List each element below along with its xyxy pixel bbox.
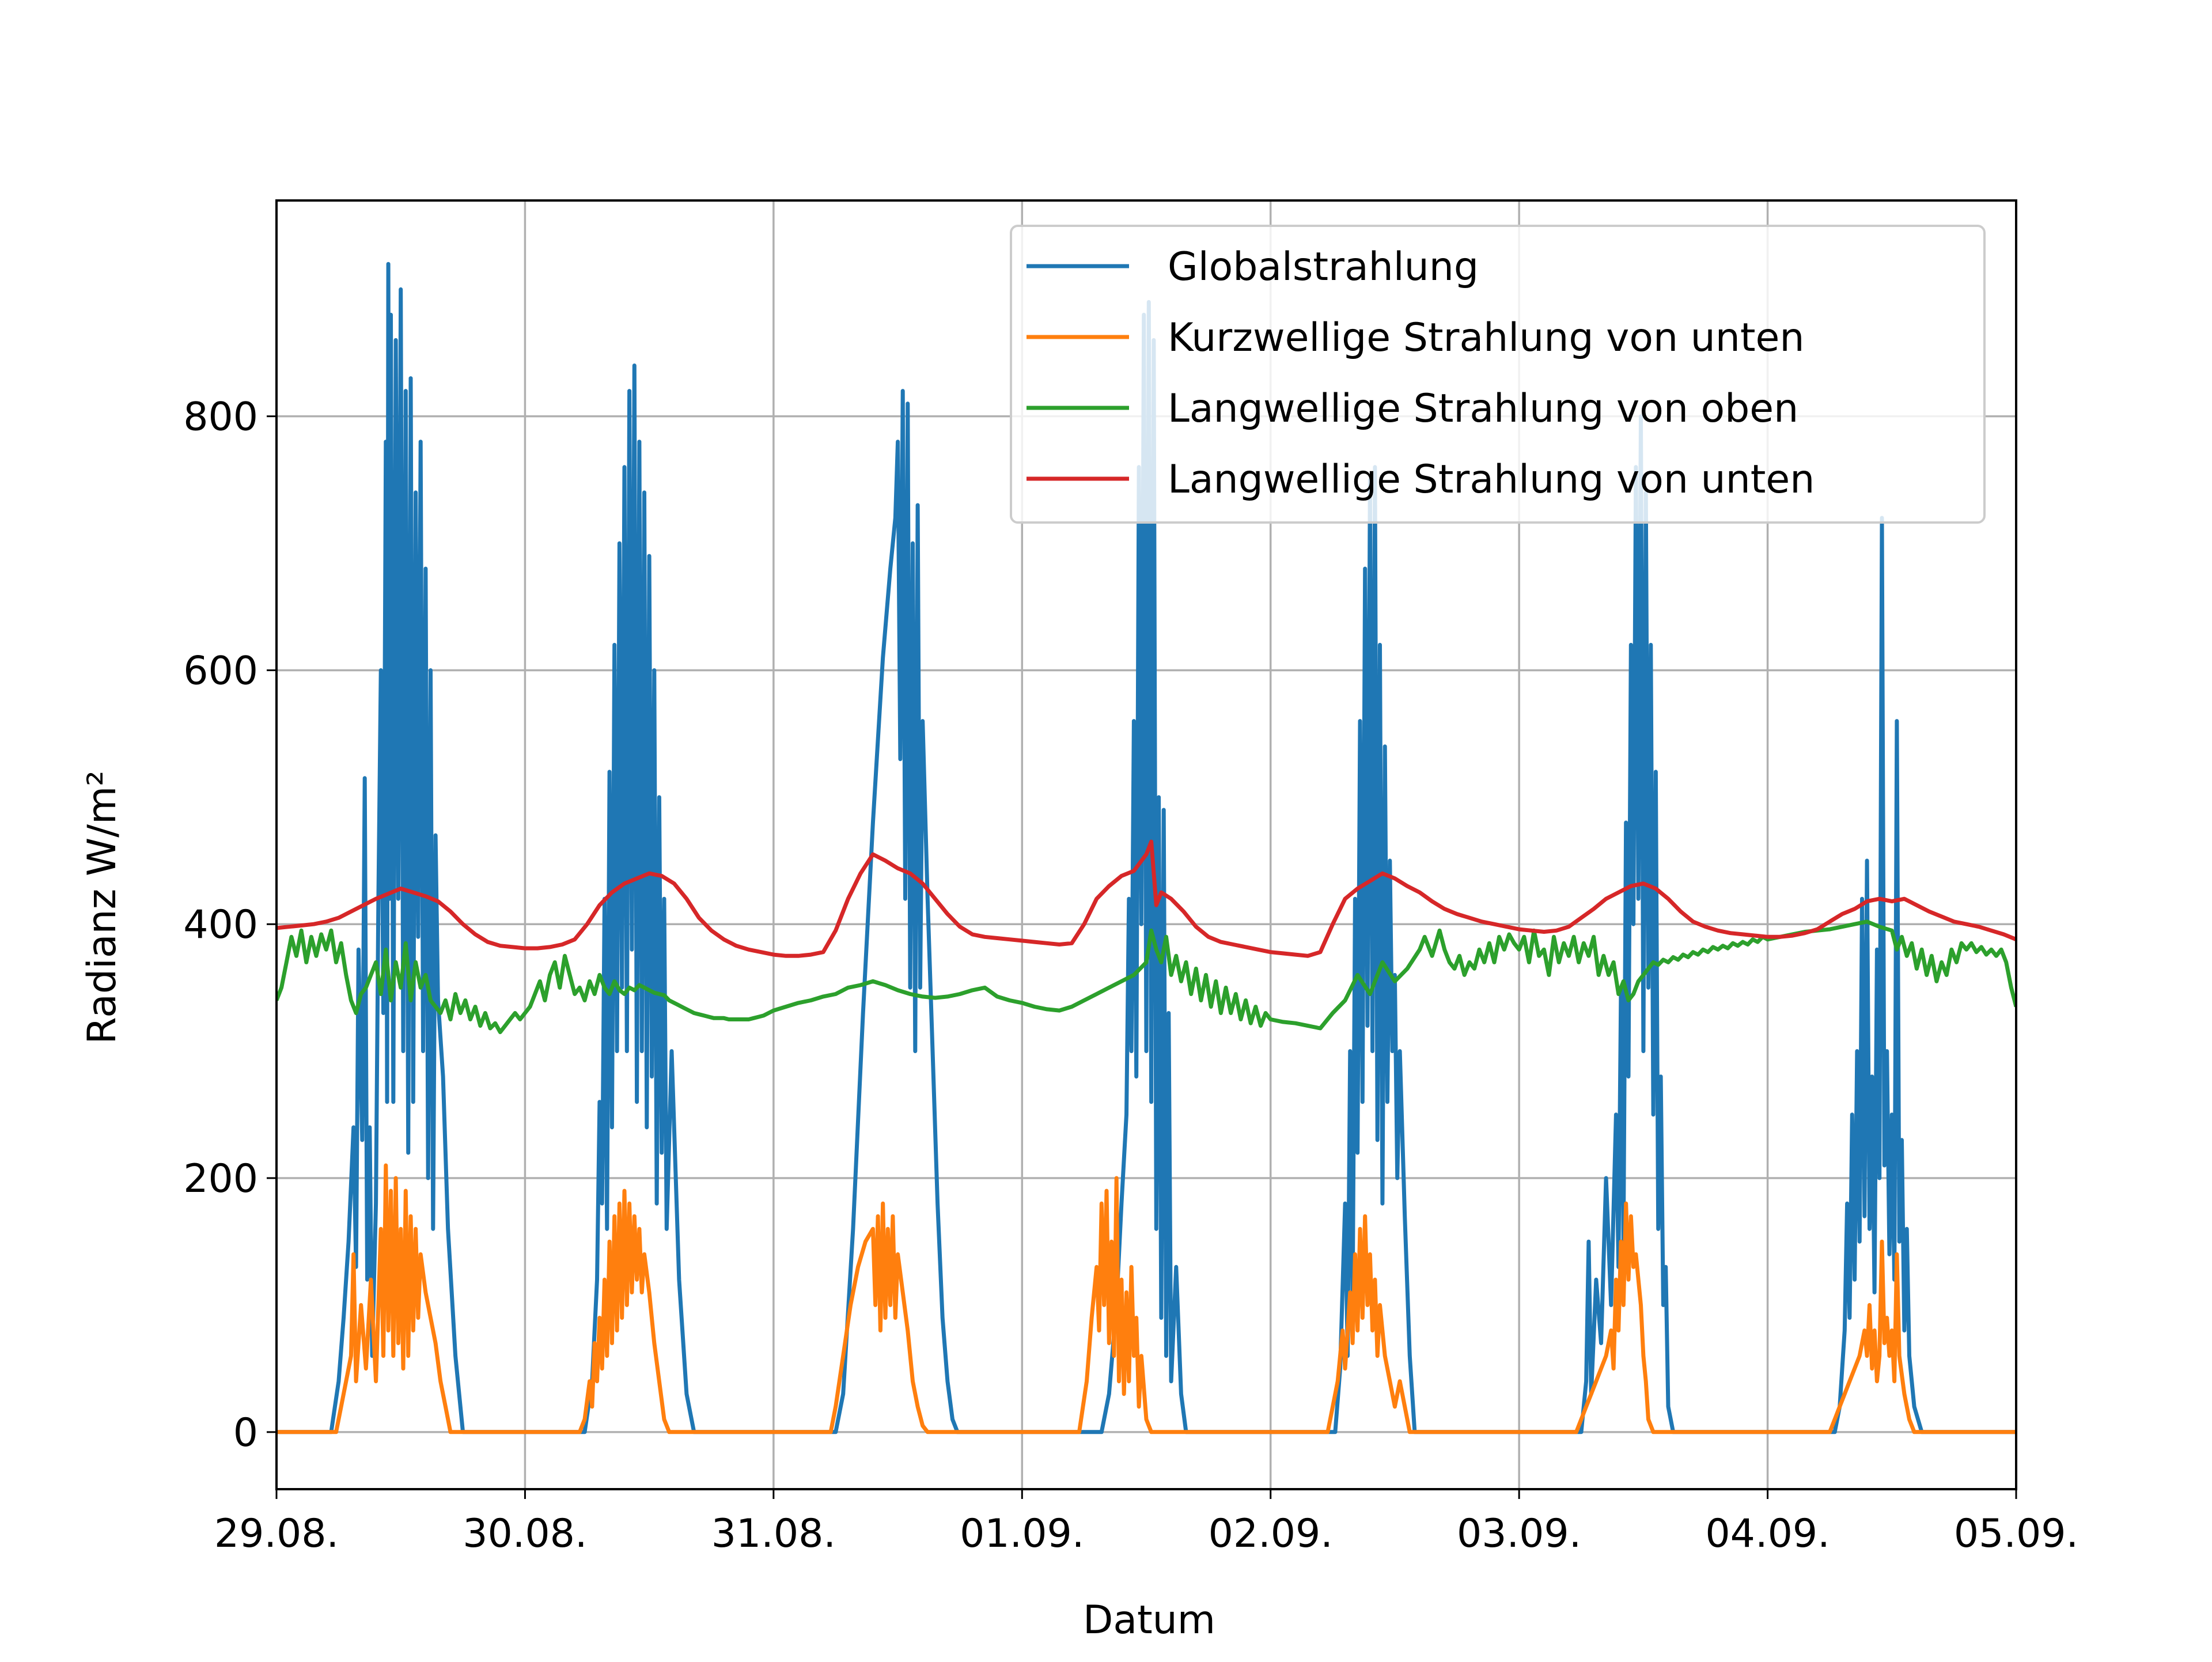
- axis-ticks: 29.08. 30.08. 31.08. 01.09. 02.09. 03.09. 04.0…: [183, 395, 2078, 1557]
- series-line-1: [276, 262, 2016, 1434]
- legend: Globalstrahlung Kurzwellige Strahlung von…: [1010, 225, 1986, 524]
- x-tick-label: 29.08.: [214, 1511, 339, 1557]
- series-line-3: [276, 919, 2016, 1035]
- legend-box: [1010, 225, 1986, 524]
- y-tick-label: 800: [183, 395, 258, 440]
- series-line-4: [276, 839, 2016, 958]
- legend-label: Kurzwellige Strahlung von unten: [1168, 315, 1804, 361]
- x-tick-label: 31.08.: [711, 1511, 836, 1557]
- x-axis-label: Datum: [1083, 1597, 1215, 1643]
- x-tick-label: 02.09.: [1209, 1511, 1333, 1557]
- y-tick-label: 0: [233, 1410, 258, 1456]
- y-axis-label: Radianz W/m²: [79, 770, 125, 1044]
- legend-label: Langwellige Strahlung von unten: [1168, 457, 1815, 502]
- legend-label: Langwellige Strahlung von oben: [1168, 386, 1798, 431]
- x-tick-label: 30.08.: [463, 1511, 587, 1557]
- series-lines: [276, 262, 2016, 1434]
- y-tick-label: 400: [183, 902, 258, 948]
- x-tick-label: 01.09.: [960, 1511, 1084, 1557]
- legend-label: Globalstrahlung: [1168, 244, 1479, 290]
- y-tick-label: 200: [183, 1156, 258, 1202]
- x-tick-label: 05.09.: [1954, 1511, 2078, 1557]
- x-tick-label: 04.09.: [1705, 1511, 1830, 1557]
- x-tick-label: 03.09.: [1457, 1511, 1581, 1557]
- plot-frame: [275, 199, 2017, 1490]
- series-line-2: [276, 1163, 2016, 1434]
- y-tick-label: 600: [183, 648, 258, 694]
